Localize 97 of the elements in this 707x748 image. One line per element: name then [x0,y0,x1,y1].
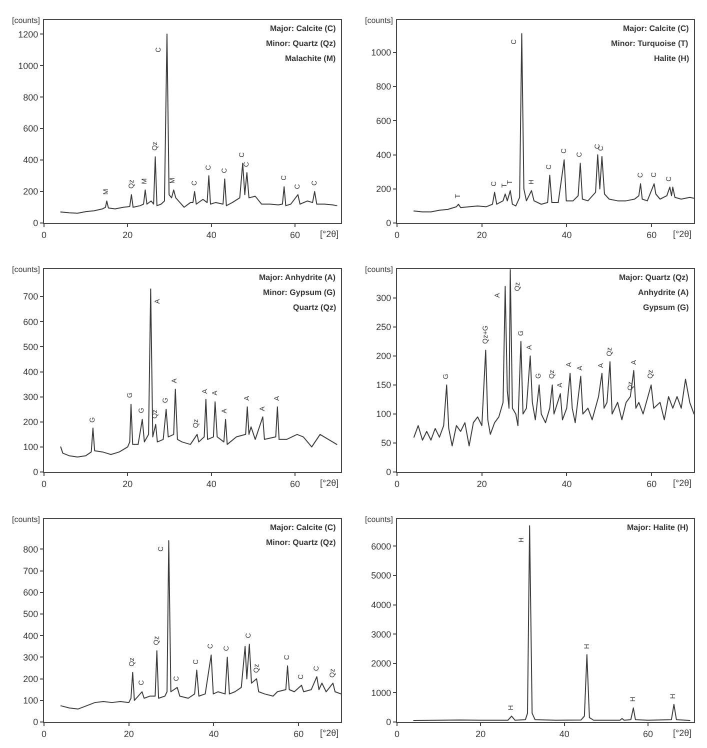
y-tick-label: 0 [386,716,392,727]
y-tick-label: 600 [376,116,392,126]
x-tick-label: 60 [646,230,657,240]
y-tick-label: 700 [23,292,38,302]
y-tick-label: 4000 [371,600,392,610]
y-axis-title: [counts] [365,16,394,25]
x-tick-label: 60 [294,728,304,738]
annotation: Major: Calcite (C) [623,24,690,33]
x-tick-label: 0 [394,728,400,738]
annotation: Gypsum (G) [643,303,690,312]
y-tick-label: 100 [23,442,38,452]
y-tick-label: 0 [386,467,392,478]
x-tick-label: 0 [394,230,400,240]
y-tick-label: 50 [381,438,392,448]
x-tick-label: 0 [41,479,47,490]
y-axis-title: [counts] [12,514,40,524]
annotation: Major: Calcite (C) [270,522,336,532]
x-tick-label: 60 [290,230,300,240]
y-tick-label: 400 [23,630,38,640]
x-axis-title: [°2θ] [320,229,339,239]
x-tick-label: 40 [206,230,216,240]
x-axis-title: [°2θ] [673,728,692,738]
y-axis-title: [counts] [365,265,394,274]
x-axis-title: [°2θ] [673,478,692,488]
y-tick-label: 0 [33,716,38,727]
x-axis-title: [°2θ] [320,478,339,488]
x-tick-label: 20 [124,728,134,738]
y-tick-label: 500 [23,342,38,352]
x-tick-label: 60 [646,479,657,490]
y-tick-label: 0 [33,218,38,228]
y-tick-label: 1200 [18,29,38,40]
y-tick-label: 0 [386,218,392,228]
y-tick-label: 1000 [371,688,392,698]
x-tick-label: 40 [562,230,572,240]
x-axis-title: [°2θ] [673,229,692,239]
x-tick-label: 40 [562,479,572,490]
y-tick-label: 200 [23,186,38,197]
y-tick-label: 300 [376,293,392,304]
x-tick-label: 40 [208,728,219,738]
x-tick-label: 60 [642,728,653,738]
y-tick-label: 100 [23,695,38,706]
x-tick-label: 0 [394,479,400,490]
x-tick-label: 40 [206,479,216,490]
annotation: Quartz (Qz) [293,303,336,312]
x-tick-label: 20 [122,479,133,490]
y-tick-label: 3000 [371,628,392,639]
y-tick-label: 200 [23,417,38,428]
annotation: Major: Anhydrite (A) [259,273,336,282]
y-tick-label: 800 [23,544,38,554]
y-tick-label: 800 [376,82,392,92]
y-tick-label: 200 [376,184,392,194]
annotation: Minor: Quartz (Qz) [266,538,336,547]
x-tick-label: 20 [476,230,487,240]
x-tick-label: 0 [41,728,47,738]
y-tick-label: 6000 [371,541,392,552]
annotation: Minor: Turquoise (T) [611,39,689,48]
y-axis-title: [counts] [12,265,40,274]
y-tick-label: 0 [33,467,38,478]
y-tick-label: 1000 [18,60,38,71]
x-tick-label: 40 [559,728,570,738]
y-tick-label: 700 [23,566,38,576]
y-tick-label: 400 [23,155,38,166]
annotation: Malachite (M) [285,54,336,63]
y-tick-label: 2000 [371,658,392,668]
y-tick-label: 200 [376,351,392,362]
x-tick-label: 20 [122,230,133,240]
annotation: Major: Calcite (C) [270,24,336,33]
y-tick-label: 600 [23,317,38,328]
y-tick-label: 1000 [371,48,392,58]
annotation: Major: Quartz (Qz) [619,273,689,282]
line-series [60,288,338,458]
annotation: Minor: Quartz (Qz) [266,39,336,48]
y-tick-label: 100 [376,409,392,420]
y-axis-title: [counts] [365,514,394,524]
y-tick-label: 200 [23,674,38,684]
y-tick-label: 400 [23,367,38,378]
y-tick-label: 300 [23,392,38,402]
y-tick-label: 300 [23,652,38,662]
x-tick-label: 60 [290,479,300,490]
y-tick-label: 400 [376,150,392,160]
annotation: Minor: Gypsum (G) [263,288,336,298]
annotation: Major: Halite (H) [627,522,689,532]
x-tick-label: 20 [476,479,487,490]
x-tick-label: 20 [476,728,486,738]
y-axis-title: [counts] [12,16,40,25]
y-tick-label: 150 [376,380,392,390]
annotation: Halite (H) [654,54,690,63]
y-tick-label: 600 [23,587,38,598]
x-axis-title: [°2θ] [320,728,339,738]
y-tick-label: 500 [23,608,38,619]
x-tick-label: 0 [41,230,47,240]
y-tick-label: 600 [23,124,38,134]
y-tick-label: 5000 [371,570,392,580]
annotation: Anhydrite (A) [638,288,689,298]
y-tick-label: 800 [23,92,38,102]
y-tick-label: 250 [376,322,392,332]
line-series [60,34,338,214]
